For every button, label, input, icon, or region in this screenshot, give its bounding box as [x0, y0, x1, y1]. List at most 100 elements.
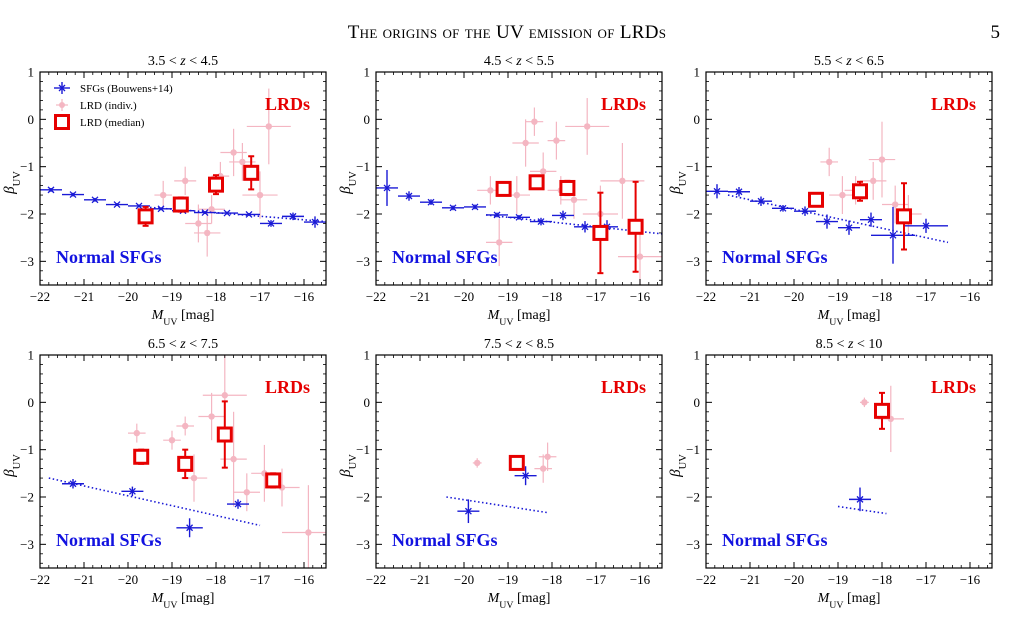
y-tick-label: 1	[28, 348, 35, 363]
lrds-label: LRDs	[265, 377, 310, 397]
y-axis-label: βUV	[2, 454, 23, 478]
sfg-point	[530, 217, 552, 226]
sfg-point	[442, 204, 464, 212]
x-tick-label: −17	[916, 289, 937, 304]
lrd-individual-marker	[208, 206, 215, 213]
sfg-point	[871, 206, 915, 264]
sfg-point	[260, 220, 282, 227]
plot-area	[837, 385, 904, 515]
lrd-individual-point	[282, 485, 326, 568]
y-tick-label: −1	[686, 442, 700, 457]
lrd-individual-marker	[182, 177, 189, 185]
lrd-median-marker	[874, 402, 890, 419]
sfg-point	[706, 184, 728, 199]
lrd-individual-marker	[540, 465, 547, 472]
legend-lrd-indiv-marker	[59, 102, 65, 108]
y-tick-label: 0	[694, 395, 701, 410]
x-tick-label: −19	[498, 572, 518, 587]
sfg-point	[508, 213, 530, 221]
sfg-marker	[801, 207, 809, 215]
lrd-median-marker	[508, 454, 525, 471]
y-tick-label: 1	[28, 65, 35, 80]
lrd-individual-marker	[570, 196, 578, 203]
panel-3: −22 −21 −20 −19 −18 −17 −16 1 0 −1 −2 −3 5.5 < z < 6…	[668, 54, 993, 328]
x-tick-label: −20	[118, 572, 138, 587]
panel-title: 4.5 < z < 5.5	[484, 54, 554, 69]
lrd-individual-marker	[243, 489, 250, 496]
axes-frame	[375, 71, 663, 286]
sfg-marker	[69, 480, 77, 488]
sfg-point	[398, 191, 420, 201]
y-tick-label: −2	[20, 207, 34, 222]
x-tick-label: −19	[162, 572, 182, 587]
sfg-point	[794, 206, 816, 216]
sfg-point	[106, 201, 128, 208]
plot-area	[446, 442, 557, 524]
lrd-median-point	[495, 180, 512, 197]
lrd-individual-marker	[540, 168, 547, 175]
plot-area	[48, 355, 326, 568]
y-tick-label: −3	[20, 537, 34, 552]
lrd-median-marker	[177, 455, 194, 472]
lrd-individual-point	[233, 473, 260, 512]
sfg-relation-line	[837, 505, 887, 515]
normal-sfgs-label: Normal SFGs	[392, 247, 498, 267]
x-tick-label: −21	[410, 289, 430, 304]
x-tick-label: −16	[960, 289, 981, 304]
lrd-median-point	[627, 180, 644, 273]
lrd-individual-point	[868, 121, 896, 198]
sfg-marker	[223, 209, 231, 217]
lrd-individual-point	[154, 180, 172, 210]
x-tick-label: −17	[586, 289, 607, 304]
sfg-marker	[867, 216, 875, 224]
sfg-marker	[383, 184, 391, 192]
lrds-label: LRDs	[931, 94, 976, 114]
lrd-median-point	[216, 400, 233, 469]
sfg-marker	[289, 212, 297, 220]
lrd-individual-point	[820, 147, 838, 177]
x-tick-label: −20	[454, 289, 474, 304]
lrd-median-point	[528, 174, 545, 191]
sfg-relation-line	[446, 496, 548, 514]
x-tick-label: −22	[696, 289, 716, 304]
lrd-median-marker	[528, 174, 545, 191]
y-tick-label: −2	[356, 207, 370, 222]
sfg-point	[464, 203, 486, 211]
x-tick-label: −16	[294, 289, 315, 304]
sfg-point	[227, 499, 249, 509]
x-tick-label: −19	[828, 289, 848, 304]
lrd-individual-marker	[133, 429, 140, 437]
lrd-individual-point	[163, 430, 181, 450]
lrds-label: LRDs	[265, 94, 310, 114]
y-tick-label: −1	[686, 159, 700, 174]
lrd-individual-marker	[256, 191, 264, 199]
sfg-relation-line	[485, 214, 662, 235]
x-tick-label: −18	[872, 572, 892, 587]
panel-5: −22 −21 −20 −19 −18 −17 −16 1 0 −1 −2 −3 7.5 < z < 8…	[338, 337, 663, 611]
axes-frame	[39, 354, 327, 569]
x-axis-label: MUV [mag]	[487, 308, 551, 328]
x-tick-label: −17	[250, 572, 271, 587]
page-header: The origins of the UV emission of LRDs 5	[0, 0, 1014, 52]
lrd-median-marker	[852, 183, 868, 200]
x-tick-label: −19	[162, 289, 182, 304]
sfg-point	[62, 479, 84, 489]
lrd-median-point	[243, 155, 260, 191]
sfg-marker	[135, 202, 143, 210]
y-tick-label: 0	[364, 395, 371, 410]
lrd-median-marker	[137, 208, 154, 225]
x-tick-label: −18	[542, 572, 562, 587]
y-tick-label: −3	[356, 537, 370, 552]
sfg-point	[150, 205, 172, 213]
x-axis-label: MUV [mag]	[151, 308, 215, 328]
sfg-point	[750, 196, 772, 206]
y-tick-label: 1	[364, 348, 371, 363]
panel-title: 6.5 < z < 7.5	[148, 337, 218, 352]
lrd-median-point	[133, 448, 150, 465]
plot-area	[40, 88, 326, 257]
sfg-point	[176, 518, 203, 538]
sfg-marker	[464, 507, 472, 515]
sfg-marker	[186, 524, 194, 532]
x-tick-label: −20	[454, 572, 474, 587]
lrd-median-marker	[133, 448, 150, 465]
